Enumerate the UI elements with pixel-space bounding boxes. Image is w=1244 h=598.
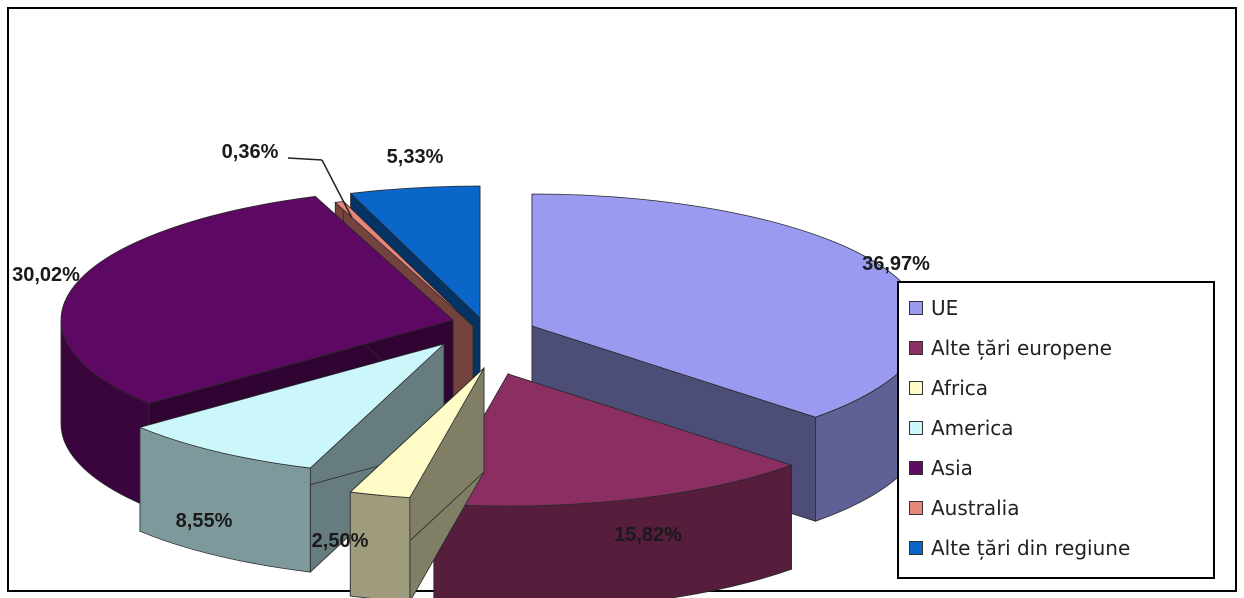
legend-item-6: Alte țări din regiune: [909, 533, 1130, 563]
legend-swatch-1: [909, 341, 923, 355]
data-label-4: 30,02%: [12, 264, 80, 286]
slice-2-top: [349, 367, 485, 499]
legend-swatch-0: [909, 301, 923, 315]
data-label-1: 15,82%: [614, 524, 682, 546]
slice-2: [349, 366, 485, 598]
slices-layer: [60, 185, 925, 598]
australia-leader-line-2: [321, 159, 353, 219]
legend-swatch-6: [909, 541, 923, 555]
legend-item-3: America: [909, 413, 1014, 443]
data-label-5: 0,36%: [222, 141, 279, 163]
slice-3: [138, 343, 445, 574]
legend-swatch-4: [909, 461, 923, 475]
legend-label-3: America: [931, 416, 1014, 440]
legend-label-4: Asia: [931, 456, 973, 480]
slice-0-top: [531, 193, 925, 418]
legend-swatch-5: [909, 501, 923, 515]
data-label-0: 36,97%: [862, 253, 930, 275]
labels-layer: 36,97% 15,82% 2,50% 8,55% 30,02% 0,36% 5,33%: [12, 141, 930, 552]
australia-leader-line: [287, 157, 323, 161]
slice-4-top: [60, 196, 454, 404]
legend-swatch-3: [909, 421, 923, 435]
legend-label-2: Africa: [931, 376, 989, 400]
legend-item-0: UE: [909, 293, 958, 323]
data-label-3: 8,55%: [176, 510, 233, 532]
slice-1-top: [433, 373, 793, 507]
legend-item-4: Asia: [909, 453, 973, 483]
legend-item-2: Africa: [909, 373, 988, 403]
legend-label-5: Australia: [931, 496, 1020, 520]
legend-label-6: Alte țări din regiune: [931, 536, 1131, 560]
slice-3-top: [138, 343, 445, 469]
data-label-2: 2,50%: [312, 530, 369, 552]
slice-6-top: [349, 185, 481, 319]
legend-item-5: Australia: [909, 493, 1019, 523]
slice-1: [433, 372, 793, 598]
data-label-6: 5,33%: [387, 146, 444, 168]
legend: UE Alte țări europene Africa America Asia Aus…: [897, 281, 1215, 579]
legend-label-1: Alte țări europene: [931, 336, 1112, 360]
legend-swatch-2: [909, 381, 923, 395]
legend-label-0: UE: [931, 296, 959, 320]
legend-item-1: Alte țări europene: [909, 333, 1112, 363]
